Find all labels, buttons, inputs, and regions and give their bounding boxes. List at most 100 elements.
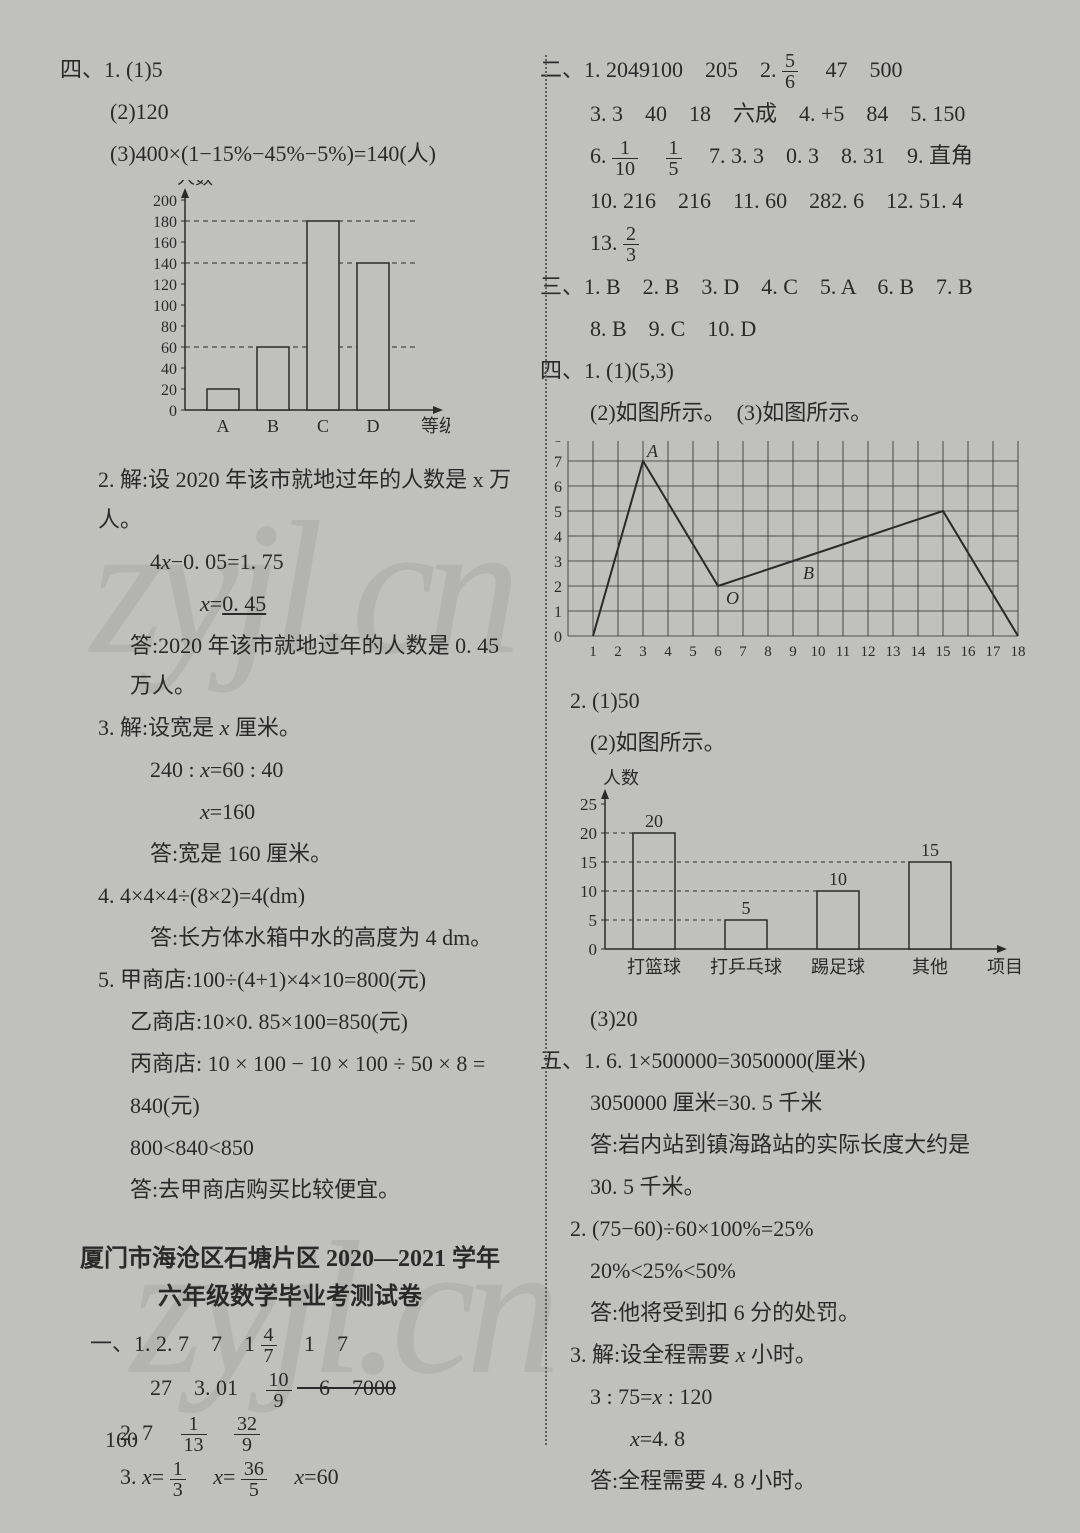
t: 27 3. 01 <box>150 1375 260 1400</box>
svg-text:其他: 其他 <box>912 957 948 977</box>
svg-text:3: 3 <box>639 644 647 660</box>
svg-text:3: 3 <box>554 554 562 571</box>
svg-text:180: 180 <box>153 214 177 231</box>
fraction: 109 <box>266 1370 292 1411</box>
fraction: 47 <box>261 1325 277 1366</box>
right-column: 二、1. 2049100 205 2. 56 47 500 3. 3 40 18… <box>540 50 1030 1503</box>
svg-text:1: 1 <box>589 644 597 660</box>
text: 二、1. 2049100 205 2. 56 47 500 <box>540 50 1030 92</box>
text: (2)如图所示。 <box>540 723 1030 763</box>
svg-text:0: 0 <box>554 629 562 646</box>
svg-text:15: 15 <box>921 840 939 860</box>
text: 乙商店:10×0. 85×100=850(元) <box>60 1002 520 1042</box>
svg-text:项目: 项目 <box>987 957 1023 977</box>
text: 答:他将受到扣 6 分的处罚。 <box>540 1293 1030 1333</box>
svg-text:25: 25 <box>580 795 597 814</box>
t: 二、1. 2049100 205 2. <box>540 57 777 82</box>
text: 三、1. B 2. B 3. D 4. C 5. A 6. B 7. B <box>540 267 1030 307</box>
t: 6. <box>590 143 607 168</box>
svg-text:10: 10 <box>580 882 597 901</box>
text: 10. 216 216 11. 60 282. 6 12. 51. 4 <box>540 181 1030 221</box>
page: 四、1. (1)5 (2)120 (3)400×(1−15%−45%−5%)=1… <box>0 0 1080 1533</box>
svg-text:D: D <box>367 416 380 436</box>
fraction: 113 <box>181 1414 207 1455</box>
svg-text:0: 0 <box>589 940 598 959</box>
t: 1 7 <box>282 1331 348 1356</box>
fraction: 365 <box>241 1459 267 1500</box>
svg-text:14: 14 <box>911 644 927 660</box>
svg-text:16: 16 <box>961 644 977 660</box>
svg-text:100: 100 <box>153 298 177 315</box>
text: 四、1. (1)5 <box>60 50 520 90</box>
text: 6. 110 15 7. 3. 3 0. 3 8. 31 9. 直角 <box>540 136 1030 178</box>
svg-text:5: 5 <box>689 644 697 660</box>
t: 7. 3. 3 0. 3 8. 31 9. 直角 <box>687 143 973 168</box>
svg-text:C: C <box>317 416 329 436</box>
text: 答:去甲商店购买比较便宜。 <box>60 1170 520 1210</box>
svg-text:140: 140 <box>153 256 177 273</box>
svg-text:等级: 等级 <box>421 416 450 436</box>
text: (3)400×(1−15%−45%−5%)=140(人) <box>60 134 520 174</box>
text: 答:宽是 160 厘米。 <box>60 834 520 874</box>
text: 3. 解:设全程需要 x 小时。 <box>540 1335 1030 1375</box>
grid-chart: 012345678123456789101112131415161718AOB <box>540 441 1030 671</box>
svg-text:17: 17 <box>986 644 1002 660</box>
svg-text:5: 5 <box>554 504 562 521</box>
svg-text:0: 0 <box>169 403 177 420</box>
bar-chart-2: 人数项目051015202520打篮球5打乒乓球10踢足球15其他 <box>560 769 1030 989</box>
svg-text:15: 15 <box>580 853 597 872</box>
svg-text:B: B <box>803 563 814 583</box>
svg-text:4: 4 <box>554 529 562 546</box>
svg-text:11: 11 <box>836 644 850 660</box>
text: 答:岩内站到镇海路站的实际长度大约是 <box>540 1125 1030 1165</box>
text: 4. 4×4×4÷(8×2)=4(dm) <box>60 876 520 916</box>
svg-text:7: 7 <box>554 454 562 471</box>
svg-text:40: 40 <box>161 361 177 378</box>
left-column: 四、1. (1)5 (2)120 (3)400×(1−15%−45%−5%)=1… <box>60 50 520 1503</box>
text: 2. (75−60)÷60×100%=25% <box>540 1209 1030 1249</box>
text: 五、1. 6. 1×500000=3050000(厘米) <box>540 1041 1030 1081</box>
text: 3. x= 13 x= 365 x=60 <box>60 1457 520 1499</box>
text: 840(元) <box>60 1086 520 1126</box>
svg-text:O: O <box>726 588 739 608</box>
svg-text:A: A <box>646 441 659 461</box>
svg-text:B: B <box>267 416 279 436</box>
text: (2)120 <box>60 92 520 132</box>
text: 240 : x=60 : 40 <box>60 750 520 790</box>
svg-text:15: 15 <box>936 644 951 660</box>
svg-text:20: 20 <box>580 824 597 843</box>
svg-text:5: 5 <box>589 911 598 930</box>
svg-text:8: 8 <box>554 441 562 446</box>
text: x=4. 8 <box>540 1419 1030 1459</box>
svg-text:10: 10 <box>829 869 847 889</box>
text: 3. 3 40 18 六成 4. +5 84 5. 150 <box>540 94 1030 134</box>
page-number: 160 <box>105 1427 138 1453</box>
bar-chart-1: 人数等级020406080100120140160180200ABCD <box>130 180 520 450</box>
text: 8. B 9. C 10. D <box>540 309 1030 349</box>
t: x=60 <box>272 1464 338 1489</box>
svg-text:A: A <box>217 416 230 436</box>
svg-text:人数: 人数 <box>603 769 639 788</box>
t: x= <box>191 1464 235 1489</box>
svg-text:7: 7 <box>739 644 747 660</box>
fraction: 23 <box>623 224 639 265</box>
text: 答:长方体水箱中水的高度为 4 dm。 <box>60 918 520 958</box>
text: 3. 解:设宽是 x 厘米。 <box>60 708 520 748</box>
text: 13. 23 <box>540 223 1030 265</box>
svg-text:1: 1 <box>554 604 562 621</box>
text: 四、1. (1)(5,3) <box>540 351 1030 391</box>
text: 答:全程需要 4. 8 小时。 <box>540 1461 1030 1501</box>
t: 3. x= <box>120 1464 164 1489</box>
text: 5. 甲商店:100÷(4+1)×4×10=800(元) <box>60 960 520 1000</box>
fraction: 56 <box>782 51 798 92</box>
svg-text:6: 6 <box>714 644 722 660</box>
svg-text:200: 200 <box>153 193 177 210</box>
fraction: 329 <box>234 1414 260 1455</box>
text: 2. (1)50 <box>540 681 1030 721</box>
text: (2)如图所示。 (3)如图所示。 <box>540 393 1030 433</box>
fraction: 15 <box>666 138 682 179</box>
fraction: 13 <box>170 1459 186 1500</box>
svg-text:打篮球: 打篮球 <box>627 957 681 977</box>
svg-text:人数: 人数 <box>177 180 213 188</box>
svg-text:10: 10 <box>811 644 826 660</box>
